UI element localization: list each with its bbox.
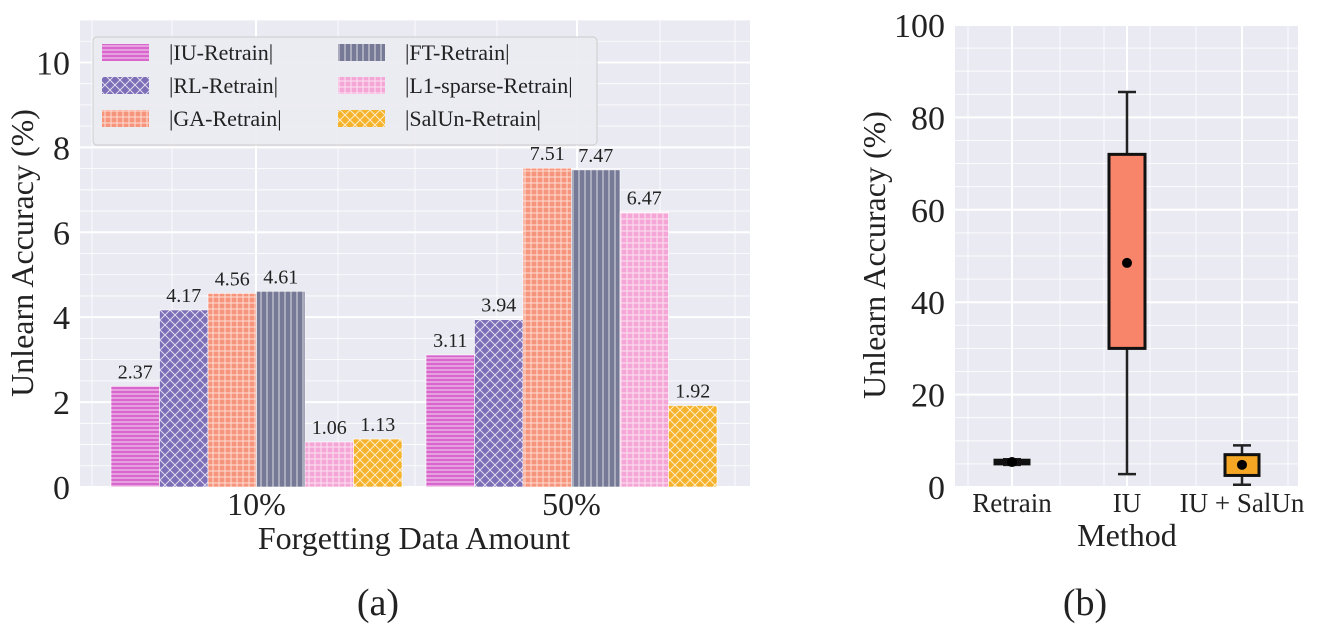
y-tick-label: 8 xyxy=(53,130,70,167)
legend-label: |L1-sparse-Retrain| xyxy=(405,73,573,98)
plot-a-y-ticks: 0 2 4 6 8 10 xyxy=(36,45,70,507)
y-tick-label: 6 xyxy=(53,215,70,252)
plot-b-y-ticks: 0 20 40 60 80 100 xyxy=(894,8,945,507)
bar-value-label: 3.94 xyxy=(481,295,516,317)
bar xyxy=(159,309,209,488)
y-tick-label: 10 xyxy=(36,45,70,82)
bar xyxy=(425,354,475,488)
plot-a-bars xyxy=(110,167,718,488)
y-tick-label: 0 xyxy=(928,470,945,507)
bar xyxy=(522,167,572,488)
plot-a-y-axis-label: Unlearn Accuracy (%) xyxy=(4,109,40,397)
legend-label: |RL-Retrain| xyxy=(169,73,278,98)
y-tick-label: 4 xyxy=(53,300,70,337)
bar xyxy=(256,290,306,488)
mean-marker xyxy=(1007,457,1017,468)
bar-value-label: 7.47 xyxy=(578,145,613,167)
bar-value-label: 4.56 xyxy=(215,268,250,290)
legend-label: |SalUn-Retrain| xyxy=(405,106,541,131)
mean-marker xyxy=(1122,257,1132,268)
box-retrain xyxy=(993,457,1031,468)
y-tick-label: 60 xyxy=(911,193,945,230)
legend-label: |GA-Retrain| xyxy=(169,106,282,131)
x-tick-label: 50% xyxy=(542,486,601,522)
y-tick-label: 40 xyxy=(911,285,945,322)
plot-a-x-ticks: 10% 50% xyxy=(227,486,601,522)
bar-value-label: 1.92 xyxy=(675,380,710,402)
plot-a-bar-labels: 2.37 3.11 4.17 3.94 4.56 7.51 4.61 7.47 1.06 6.47… xyxy=(118,143,711,439)
legend-label: |IU-Retrain| xyxy=(169,40,273,65)
bar-value-label: 4.61 xyxy=(263,266,298,288)
plot-b-x-ticks: Retrain IU IU + SalUn xyxy=(972,488,1305,518)
mean-marker xyxy=(1237,459,1247,470)
panel-a-bar-chart: 0 2 4 6 8 10 2.37 3.11 4.17 3.94 4.56 7.51 4.61 7.47… xyxy=(4,19,750,624)
y-tick-label: 100 xyxy=(894,8,945,45)
y-tick-label: 80 xyxy=(911,100,945,137)
bar xyxy=(619,212,669,488)
x-tick-label: 10% xyxy=(227,486,286,522)
y-tick-label: 2 xyxy=(53,385,70,422)
box-body xyxy=(1107,152,1147,350)
x-tick-label: IU xyxy=(1113,488,1142,518)
plot-b-y-axis-label: Unlearn Accuracy (%) xyxy=(856,111,892,399)
legend-swatch xyxy=(102,77,149,94)
plot-b-boxes xyxy=(993,90,1261,486)
bar xyxy=(207,293,257,488)
x-tick-label: IU + SalUn xyxy=(1180,488,1305,518)
bar xyxy=(110,386,160,488)
plot-a-legend: |IU-Retrain| |RL-Retrain| |GA-Retrain| |FT-… xyxy=(92,36,598,146)
bar-value-label: 7.51 xyxy=(530,143,565,165)
plot-b-x-axis-label: Method xyxy=(1077,517,1177,553)
box-iu-salun xyxy=(1223,444,1261,486)
legend-swatch xyxy=(338,110,385,127)
bar xyxy=(571,169,621,488)
panel-a-label: (a) xyxy=(357,582,399,624)
bar-value-label: 1.13 xyxy=(360,414,395,436)
legend-swatch xyxy=(102,110,149,127)
y-tick-label: 0 xyxy=(53,470,70,507)
bar xyxy=(353,438,403,488)
bar-value-label: 6.47 xyxy=(627,187,662,209)
legend-swatch xyxy=(102,44,149,61)
y-tick-label: 20 xyxy=(911,378,945,415)
bar xyxy=(668,405,718,488)
bar-value-label: 4.17 xyxy=(166,285,201,307)
plot-a-x-axis-label: Forgetting Data Amount xyxy=(258,520,570,556)
box-iu xyxy=(1107,90,1147,476)
bar-value-label: 2.37 xyxy=(118,361,153,383)
bar xyxy=(474,319,524,488)
bar-value-label: 1.06 xyxy=(312,417,347,439)
x-tick-label: Retrain xyxy=(972,488,1052,518)
legend-label: |FT-Retrain| xyxy=(405,40,510,65)
panel-b-label: (b) xyxy=(1063,582,1107,624)
legend-swatch xyxy=(338,44,385,61)
bar-value-label: 3.11 xyxy=(433,330,467,352)
bar xyxy=(304,441,354,488)
legend-swatch xyxy=(338,77,385,94)
